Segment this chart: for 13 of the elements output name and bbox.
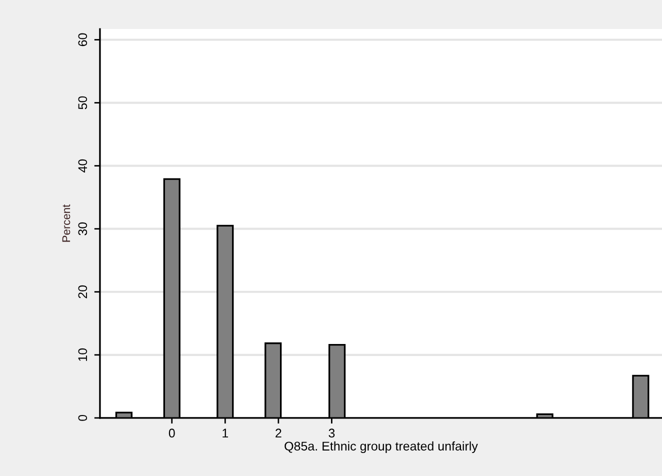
x-tick-label: 0	[168, 428, 175, 438]
y-tick-label: 50	[78, 96, 88, 110]
y-tick-label: 0	[78, 414, 88, 421]
x-tick-label: 2	[276, 428, 282, 438]
y-tick-label: 60	[78, 33, 88, 46]
x-tick-label: 3	[328, 428, 335, 438]
y-tick-label: 10	[78, 348, 88, 361]
y-tick-label: 40	[78, 159, 88, 172]
y-tick-label: 20	[78, 285, 88, 298]
y-tick-label: 30	[78, 222, 88, 236]
x-tick-label: 1	[222, 428, 228, 438]
x-axis-title: Q85a. Ethnic group treated unfairly	[284, 441, 478, 454]
y-axis-title: Percent	[62, 204, 70, 242]
